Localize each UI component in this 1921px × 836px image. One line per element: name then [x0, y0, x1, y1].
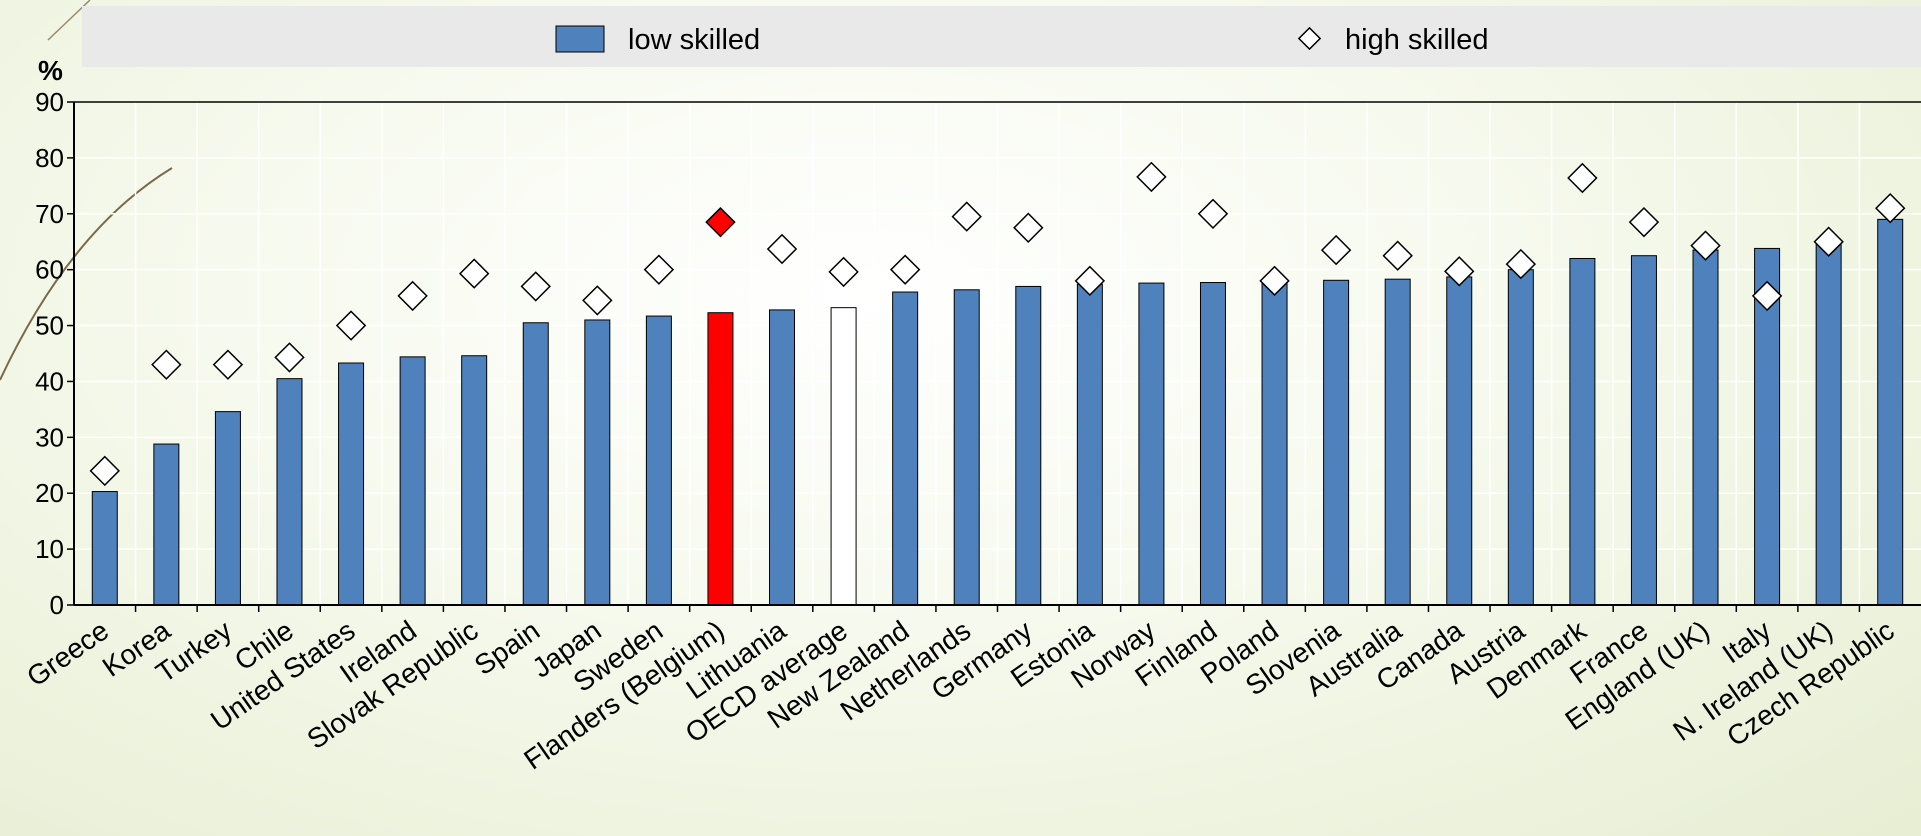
bar-low-skilled — [1076, 283, 1103, 606]
bar-low-skilled — [1323, 279, 1350, 606]
bar-low-skilled — [830, 307, 857, 606]
bar-low-skilled — [1692, 249, 1719, 606]
marker-high-skilled — [458, 258, 490, 289]
y-tick-label: 0 — [50, 590, 64, 620]
bar-low-skilled — [1261, 280, 1288, 606]
y-tick-label: 40 — [35, 366, 64, 396]
legend-swatch-low-skilled — [555, 25, 605, 53]
bar-low-skilled — [892, 291, 919, 606]
marker-high-skilled — [151, 349, 182, 380]
y-tick-labels: 0 10 20 30 40 50 60 70 80 90 — [35, 87, 64, 620]
bar-low-skilled — [1569, 257, 1596, 606]
bar-low-skilled — [1446, 276, 1473, 606]
marker-high-skilled — [1690, 230, 1721, 261]
bar-low-skilled — [1507, 269, 1534, 606]
marker-high-skilled — [951, 201, 982, 232]
marker-high-skilled — [274, 342, 305, 373]
marker-high-skilled — [1074, 265, 1106, 297]
marker-high-skilled — [1567, 162, 1598, 194]
bar-low-skilled — [522, 322, 549, 606]
marker-high-skilled — [1505, 248, 1537, 280]
x-category-label: Spain — [469, 615, 545, 681]
marker-high-skilled — [397, 280, 428, 312]
marker-high-skilled — [582, 285, 613, 316]
bar-low-skilled — [1015, 285, 1042, 606]
marker-high-skilled — [1444, 256, 1475, 287]
y-tick-label: 60 — [35, 255, 64, 285]
decorative-curve — [0, 167, 173, 381]
marker-high-skilled — [520, 271, 551, 302]
bar-low-skilled — [769, 309, 796, 606]
y-tick-label: 20 — [35, 478, 64, 508]
bar-low-skilled — [91, 491, 118, 606]
bar-low-skilled — [276, 378, 303, 606]
y-tick-label: 80 — [35, 143, 64, 173]
legend-background — [82, 6, 1921, 67]
legend-label-high-skilled: high skilled — [1345, 24, 1488, 56]
bar-low-skilled — [338, 362, 365, 606]
y-tick-label: 70 — [35, 199, 64, 229]
bar-low-skilled — [1384, 278, 1411, 606]
marker-high-skilled — [89, 455, 120, 487]
marker-high-skilled — [889, 254, 921, 285]
legend: low skilled high skilled — [82, 6, 1921, 67]
bar-low-skilled — [1815, 244, 1842, 606]
marker-high-skilled — [1382, 240, 1413, 271]
axes — [67, 101, 1921, 612]
y-tick-label: 90 — [35, 87, 64, 117]
marker-high-skilled — [1628, 206, 1660, 238]
legend-marker-high-skilled — [1297, 26, 1322, 51]
marker-high-skilled — [335, 310, 367, 341]
marker-high-skilled — [705, 206, 736, 238]
bar-low-skilled — [1138, 282, 1165, 606]
bar-low-skilled — [1630, 255, 1657, 606]
marker-high-skilled — [1136, 161, 1167, 193]
marker-high-skilled — [1259, 265, 1290, 297]
marker-high-skilled — [828, 256, 859, 288]
marker-high-skilled — [1197, 198, 1229, 229]
marker-high-skilled — [1875, 192, 1906, 224]
bars — [91, 218, 1904, 606]
bar-low-skilled — [1199, 282, 1226, 606]
bar-low-skilled — [214, 411, 241, 606]
y-axis-unit-label: % — [38, 55, 63, 86]
marker-high-skilled — [212, 349, 244, 380]
legend-label-low-skilled: low skilled — [628, 24, 760, 56]
y-tick-label: 50 — [35, 311, 64, 341]
x-category-label: Greece — [21, 615, 114, 693]
y-tick-label: 30 — [35, 422, 64, 452]
marker-high-skilled — [1751, 280, 1783, 312]
bar-low-skilled — [707, 312, 734, 606]
marker-high-skilled — [643, 254, 675, 285]
bar-low-skilled — [153, 443, 180, 606]
bar-low-skilled — [645, 315, 672, 606]
marker-high-skilled — [766, 233, 798, 265]
bar-low-skilled — [584, 319, 611, 606]
marker-high-skilled — [1013, 212, 1044, 243]
marker-high-skilled — [1320, 234, 1352, 266]
marker-high-skilled — [1813, 226, 1844, 257]
y-tick-label: 10 — [35, 534, 64, 564]
bar-low-skilled — [399, 356, 426, 606]
bar-low-skilled — [1877, 218, 1904, 606]
bar-low-skilled — [953, 289, 980, 606]
high-skilled-markers — [89, 161, 1906, 487]
bar-low-skilled — [461, 355, 488, 606]
